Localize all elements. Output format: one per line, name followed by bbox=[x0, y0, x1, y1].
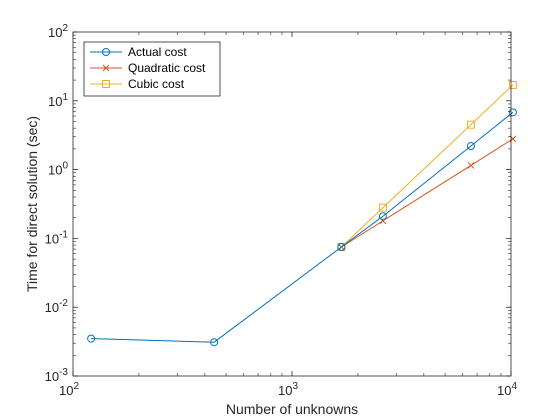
x-tick-label: 103 bbox=[278, 381, 298, 398]
legend-label: Cubic cost bbox=[128, 77, 185, 91]
y-tick-label: 10-3 bbox=[45, 367, 69, 384]
x-axis-label: Number of unknowns bbox=[226, 401, 358, 417]
legend-label: Quadratic cost bbox=[128, 61, 206, 75]
x-tick-label: 102 bbox=[59, 381, 79, 398]
x-tick-label: 104 bbox=[497, 381, 517, 398]
legend-label: Actual cost bbox=[128, 45, 187, 59]
legend: Actual cost Quadratic cost Cubic cost bbox=[84, 42, 220, 96]
y-tick-label: 10-1 bbox=[45, 229, 69, 246]
y-axis-label: Time for direct solution (sec) bbox=[24, 116, 40, 292]
y-tick-label: 102 bbox=[48, 23, 68, 40]
y-tick-label: 100 bbox=[48, 161, 68, 178]
y-tick-label: 10-2 bbox=[45, 298, 69, 315]
y-tick-label: 101 bbox=[48, 92, 68, 109]
